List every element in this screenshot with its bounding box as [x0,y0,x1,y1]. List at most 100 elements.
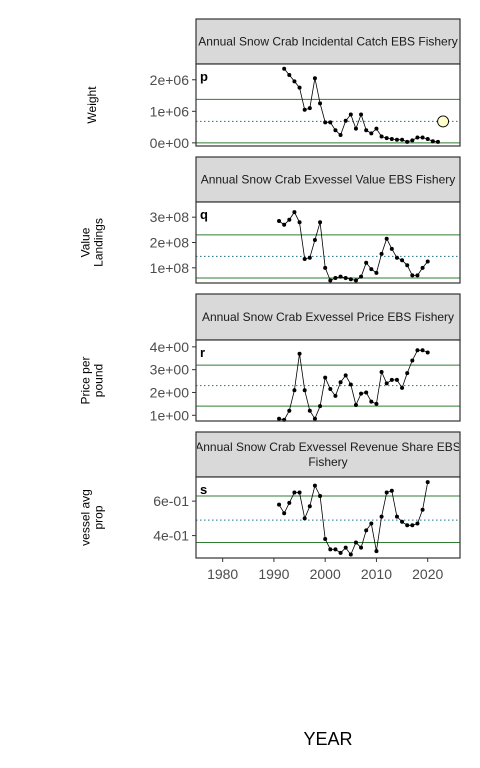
data-point [379,134,384,139]
data-point [292,210,297,215]
data-point [328,387,333,392]
data-point [394,377,399,382]
panel-tag: s [200,482,207,497]
data-point [364,128,369,133]
data-point [415,348,420,353]
highlight-point [437,115,450,128]
data-point [328,120,333,125]
data-point [420,265,425,270]
data-point [318,101,323,106]
data-point [318,404,323,409]
data-point [323,120,328,125]
data-point [302,256,307,261]
y-tick-label: 4e+00 [150,339,190,355]
x-axis-title: YEAR [303,729,352,749]
data-point [369,267,374,272]
panel-tag: q [200,207,208,222]
data-point [292,388,297,393]
data-point [364,260,369,265]
data-point [420,135,425,140]
data-point [389,137,394,142]
data-point [338,132,343,137]
plot-area [196,64,460,146]
data-point [420,507,425,512]
y-tick-label: 1e+08 [150,260,190,276]
data-point [307,106,312,111]
data-point [307,255,312,260]
strip-title: Annual Snow Crab Incidental Catch EBS Fi… [198,35,457,49]
data-point [384,136,389,141]
panel-border [195,63,461,147]
data-point [333,128,338,133]
data-point [277,416,282,421]
data-point [425,480,430,485]
data-point [328,278,333,283]
strip-title: Annual Snow Crab Exvessel Price EBS Fish… [202,310,454,324]
data-point [435,139,440,144]
strip-header [195,156,461,203]
data-point [405,371,410,376]
data-point [292,79,297,84]
y-axis-label: ValueLandings [79,218,106,267]
data-point [348,277,353,282]
data-point [348,112,353,117]
y-axis-label: Price perpound [79,356,106,404]
data-point [410,138,415,143]
data-point [369,521,374,526]
data-point [333,547,338,552]
data-point [312,416,317,421]
data-point [343,373,348,378]
x-tick-label: 2000 [310,566,341,582]
data-point [420,348,425,353]
data-point [302,516,307,521]
data-point [369,131,374,136]
data-point [400,258,405,263]
data-point [323,265,328,270]
data-point [338,380,343,385]
data-point [297,85,302,90]
data-point [374,549,379,554]
plot-area [196,340,460,421]
data-point [425,350,430,355]
y-axis-label: vessel avgprop [79,489,106,546]
data-point [359,274,364,279]
x-tick-label: 1990 [258,566,289,582]
strip-header [195,293,461,341]
data-point [343,275,348,280]
y-tick-label: 3e+00 [150,362,190,378]
data-point [405,139,410,144]
data-point [410,273,415,278]
data-point [343,118,348,123]
data-point [400,519,405,524]
data-point [374,401,379,406]
data-point [312,237,317,242]
data-point [287,408,292,413]
data-point [405,523,410,528]
y-tick-label: 6e-01 [153,493,189,509]
data-point [400,137,405,142]
data-point [394,255,399,260]
data-point [379,369,384,374]
data-point [369,399,374,404]
y-tick-label: 1e+00 [150,407,190,423]
data-point [323,537,328,542]
strip-title: Annual Snow Crab Exvessel Value EBS Fish… [201,173,456,187]
data-point [348,552,353,557]
panel-s: Annual Snow Crab Exvessel Revenue Share … [79,431,461,559]
panel-q: Annual Snow Crab Exvessel Value EBS Fish… [79,156,461,284]
data-point [415,521,420,526]
strip-header [195,431,461,478]
data-point [364,528,369,533]
data-point [353,126,358,131]
data-point [394,137,399,142]
data-point [312,483,317,488]
data-point [333,275,338,280]
plot-area [196,202,460,283]
y-tick-label: 4e-01 [153,528,189,544]
data-point [353,403,358,408]
plot-area [196,477,460,558]
data-point [400,385,405,390]
data-point [297,351,302,356]
data-point [333,393,338,398]
